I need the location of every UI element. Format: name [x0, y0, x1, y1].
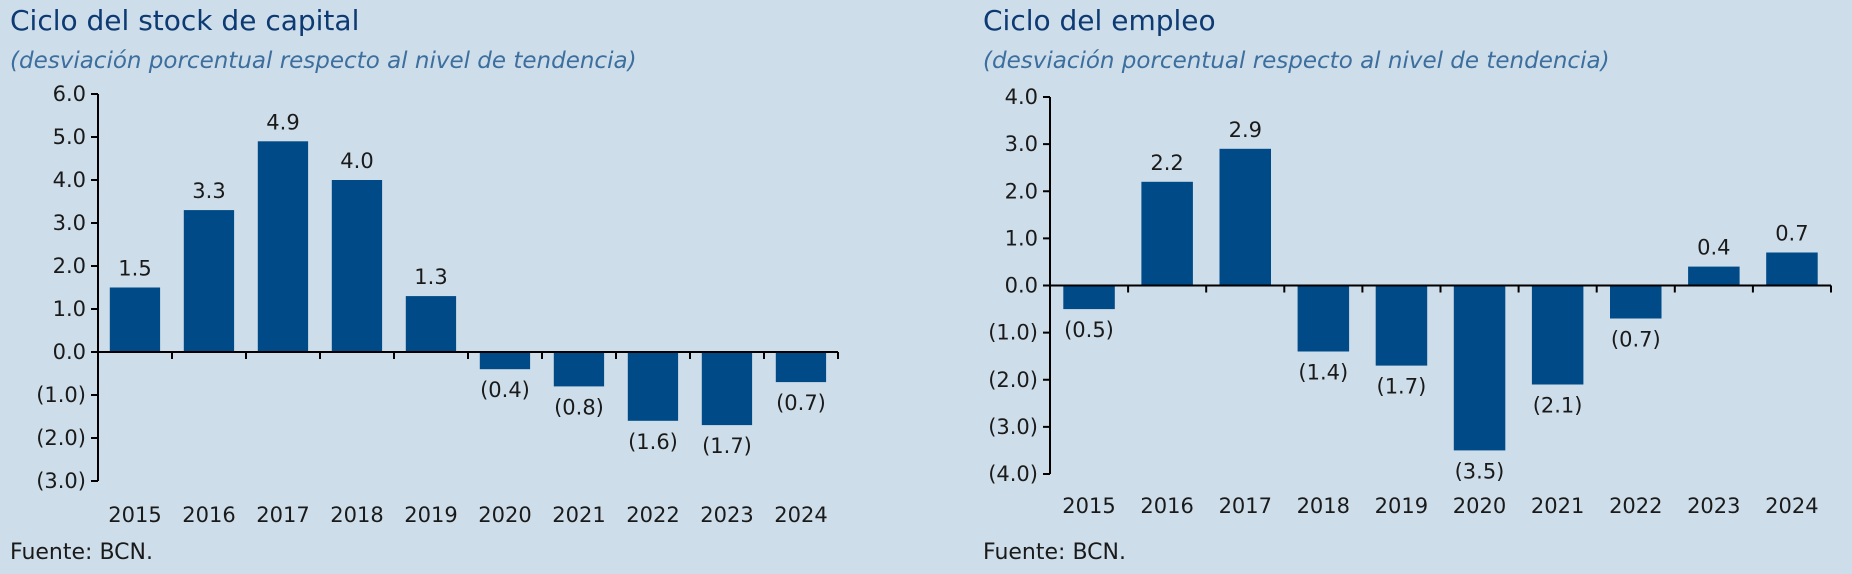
bar-2018 — [331, 180, 383, 352]
y-tick-label: (1.0) — [988, 321, 1038, 345]
y-tick-label: 6.0 — [53, 82, 86, 106]
bar-2021 — [553, 352, 605, 387]
x-tick-label-2023: 2023 — [700, 503, 753, 527]
x-tick-label-2016: 2016 — [182, 503, 235, 527]
x-tick-label-2022: 2022 — [1609, 494, 1662, 518]
x-tick-label-2017: 2017 — [1219, 494, 1272, 518]
x-tick-label-2015: 2015 — [1062, 494, 1115, 518]
chart-title: Ciclo del stock de capital — [10, 4, 360, 37]
bar-2023 — [1688, 266, 1740, 286]
bar-2024 — [1766, 252, 1818, 286]
y-tick-label: 3.0 — [53, 211, 86, 235]
data-label-2019: (1.7) — [1377, 375, 1427, 399]
x-tick-label-2021: 2021 — [552, 503, 605, 527]
y-tick-label: 2.0 — [53, 254, 86, 278]
chart-subtitle: (desviación porcentual respecto al nivel… — [10, 48, 637, 74]
data-label-2024: (0.7) — [776, 391, 826, 415]
x-tick-label-2024: 2024 — [1765, 494, 1818, 518]
y-tick-label: (2.0) — [988, 368, 1038, 392]
employment-chart-panel: Ciclo del empleo (desviación porcentual … — [973, 0, 1852, 574]
data-label-2018: (1.4) — [1298, 361, 1348, 385]
y-tick-label: 0.0 — [1005, 274, 1038, 298]
y-tick-label: 3.0 — [1005, 132, 1038, 156]
x-tick-label-2023: 2023 — [1687, 494, 1740, 518]
x-tick-label-2022: 2022 — [626, 503, 679, 527]
chart-source: Fuente: BCN. — [10, 540, 153, 565]
data-label-2020: (0.4) — [480, 378, 530, 402]
data-label-2023: (1.7) — [702, 434, 752, 458]
data-label-2022: (0.7) — [1611, 328, 1661, 352]
y-tick-label: 1.0 — [1005, 226, 1038, 250]
data-label-2019: 1.3 — [414, 265, 447, 289]
x-tick-label-2021: 2021 — [1531, 494, 1584, 518]
x-tick-label-2018: 2018 — [330, 503, 383, 527]
y-tick-label: 5.0 — [53, 125, 86, 149]
x-tick-label-2020: 2020 — [1453, 494, 1506, 518]
capital-stock-bar-chart: 6.0 5.0 4.0 3.0 2.0 1.0 0.0 (1.0) (2.0) (3.0) 2015… — [36, 82, 839, 527]
bar-2022 — [627, 352, 679, 421]
bar-2016 — [183, 210, 235, 352]
x-tick-label-2016: 2016 — [1140, 494, 1193, 518]
y-tick-label: (2.0) — [36, 426, 86, 450]
bar-2022 — [1610, 285, 1662, 319]
x-tick-label-2015: 2015 — [108, 503, 161, 527]
x-tick-label-2018: 2018 — [1297, 494, 1350, 518]
chart-source: Fuente: BCN. — [983, 540, 1126, 565]
x-tick-label-2020: 2020 — [478, 503, 531, 527]
data-label-2016: 2.2 — [1150, 151, 1183, 175]
y-tick-label: (1.0) — [36, 383, 86, 407]
data-label-2015: (0.5) — [1064, 318, 1114, 342]
bar-2019 — [405, 296, 457, 352]
bar-2015 — [1063, 285, 1115, 310]
chart-title: Ciclo del empleo — [983, 4, 1216, 37]
y-tick-label: 4.0 — [53, 168, 86, 192]
bar-2017 — [257, 141, 309, 352]
x-tick-label-2024: 2024 — [774, 503, 827, 527]
data-label-2020: (3.5) — [1455, 459, 1505, 483]
data-label-2023: 0.4 — [1697, 236, 1730, 260]
y-tick-label: (3.0) — [988, 415, 1038, 439]
y-tick-label: 2.0 — [1005, 179, 1038, 203]
data-label-2024: 0.7 — [1775, 222, 1808, 246]
data-label-2018: 4.0 — [340, 149, 373, 173]
bar-2015 — [109, 287, 161, 352]
x-tick-label-2017: 2017 — [256, 503, 309, 527]
chart-subtitle: (desviación porcentual respecto al nivel… — [983, 48, 1610, 74]
bar-2018 — [1297, 285, 1350, 352]
bar-2020 — [479, 352, 531, 370]
y-tick-label: (3.0) — [36, 469, 86, 493]
employment-bar-chart: 4.0 3.0 2.0 1.0 0.0 (1.0) (2.0) (3.0) (4.0) 2015 2… — [988, 85, 1832, 518]
bar-2019 — [1375, 285, 1428, 366]
x-tick-label-2019: 2019 — [404, 503, 457, 527]
y-tick-label: (4.0) — [988, 462, 1038, 486]
bar-2024 — [775, 352, 827, 383]
bar-2023 — [701, 352, 753, 426]
data-label-2017: 4.9 — [266, 110, 299, 134]
capital-stock-chart-panel: Ciclo del stock de capital (desviación p… — [0, 0, 900, 574]
data-label-2016: 3.3 — [192, 179, 225, 203]
data-label-2021: (0.8) — [554, 395, 604, 419]
y-tick-label: 0.0 — [53, 340, 86, 364]
bar-2016 — [1141, 181, 1193, 286]
data-label-2015: 1.5 — [118, 257, 151, 281]
bar-2017 — [1219, 148, 1271, 286]
data-label-2022: (1.6) — [628, 430, 678, 454]
y-tick-label: 1.0 — [53, 297, 86, 321]
data-label-2017: 2.9 — [1229, 118, 1262, 142]
x-tick-label-2019: 2019 — [1375, 494, 1428, 518]
bar-2021 — [1531, 285, 1584, 385]
data-label-2021: (2.1) — [1533, 394, 1583, 418]
bar-2020 — [1453, 285, 1506, 451]
y-tick-label: 4.0 — [1005, 85, 1038, 109]
